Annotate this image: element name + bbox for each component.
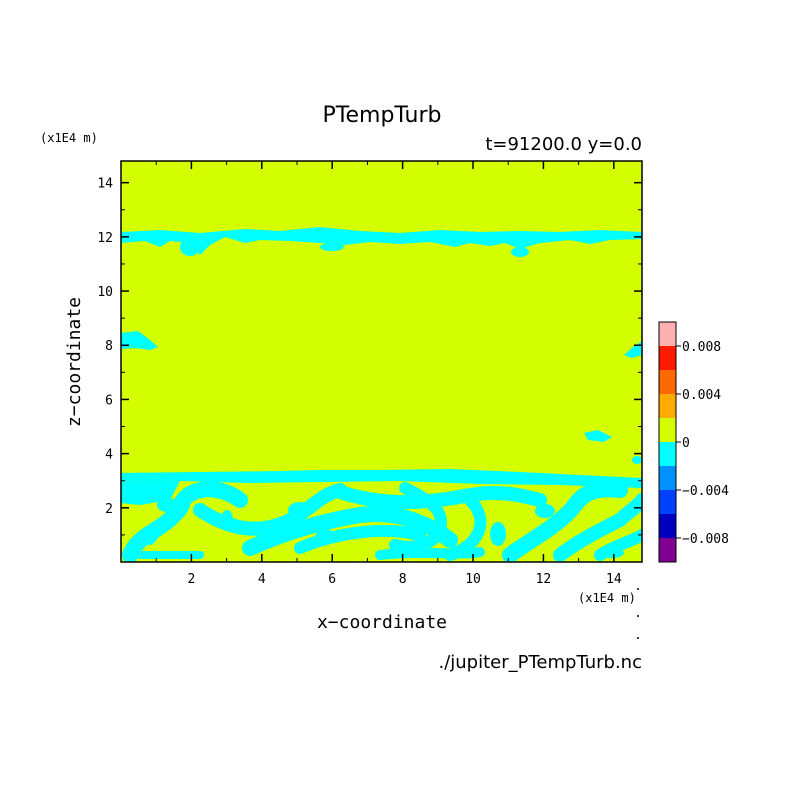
lower-layer-swirl <box>389 482 447 553</box>
colorbar-segment <box>659 490 676 515</box>
upper-layer-band <box>121 227 642 255</box>
lower-layer-swirl <box>553 493 642 562</box>
lower-layer-swirl <box>242 506 458 556</box>
colorbar-tick-label: 0 <box>682 436 690 451</box>
upper-layer-eddy <box>180 238 200 256</box>
stray-marks <box>637 588 639 639</box>
upper-layer-eddy <box>511 247 529 257</box>
x-axis-label: x−coordinate <box>317 612 447 633</box>
lower-layer-eddy <box>288 502 312 518</box>
colorbar-segment <box>659 346 676 371</box>
chart-title: PTempTurb <box>323 103 442 128</box>
small-blob <box>584 430 612 442</box>
lower-layer-eddy <box>157 498 177 512</box>
y-axis-label: z−coordinate <box>64 297 85 427</box>
y-unit-label: (x1E4 m) <box>40 131 98 145</box>
colorbar-tick-label: −0.008 <box>682 532 729 547</box>
lower-layer-top-band <box>121 469 642 488</box>
colorbar-segment <box>659 466 676 491</box>
edge-blob <box>632 456 642 464</box>
colorbar: 0.008 0.004 0 −0.004 −0.008 <box>658 321 729 563</box>
colorbar-segment <box>659 370 676 395</box>
left-edge-blob <box>121 331 158 350</box>
axes: 2 4 6 8 10 12 14 2 4 6 8 10 12 14 <box>97 160 643 587</box>
y-tick-label: 6 <box>105 393 113 408</box>
upper-layer-eddy <box>312 227 324 237</box>
lower-layer-eddy <box>315 529 335 545</box>
lower-layer-swirl <box>333 485 547 510</box>
lower-layer-swirl <box>502 481 628 562</box>
colorbar-segment <box>659 322 676 347</box>
colorbar-tick-label: 0.008 <box>682 340 721 355</box>
lower-layer-eddy <box>600 548 624 558</box>
y-tick-label: 2 <box>105 502 113 517</box>
lower-layer-eddy <box>221 510 233 530</box>
upper-layer-eddy <box>320 243 344 251</box>
colorbar-tick-label: 0.004 <box>682 388 721 403</box>
chart-subtitle: t=91200.0 y=0.0 <box>485 134 642 155</box>
stray-dot <box>637 588 639 590</box>
source-file-label: ./jupiter_PTempTurb.nc <box>438 652 642 673</box>
stray-dot <box>637 637 639 639</box>
lower-layer-swirl <box>294 524 426 554</box>
colorbar-segment <box>659 394 676 419</box>
y-tick-label: 8 <box>105 339 113 354</box>
x-tick-label: 10 <box>465 572 481 587</box>
y-tick-label: 4 <box>105 448 113 463</box>
lower-layer-eddy <box>490 522 506 546</box>
x-unit-label: (x1E4 m) <box>578 591 636 605</box>
colorbar-tick-label: −0.004 <box>682 484 729 499</box>
x-tick-label: 12 <box>536 572 552 587</box>
y-tick-label: 10 <box>97 285 113 300</box>
lower-layer-eddy <box>535 504 555 518</box>
x-tick-label: 8 <box>399 572 407 587</box>
colorbar-segment <box>659 514 676 539</box>
colorbar-segment <box>659 418 676 443</box>
colorbar-segment <box>659 538 676 563</box>
lower-layer-swirl <box>375 547 485 560</box>
y-tick-label: 12 <box>97 231 113 246</box>
lower-layer-swirl <box>145 500 190 545</box>
plot-area <box>121 161 642 562</box>
axes-frame <box>120 160 643 563</box>
x-tick-label: 14 <box>606 572 622 587</box>
x-tick-label: 6 <box>328 572 336 587</box>
stray-dot <box>637 615 639 617</box>
y-tick-label: 14 <box>97 177 113 192</box>
colorbar-segment <box>659 442 676 467</box>
x-tick-label: 2 <box>187 572 195 587</box>
x-tick-label: 4 <box>258 572 266 587</box>
